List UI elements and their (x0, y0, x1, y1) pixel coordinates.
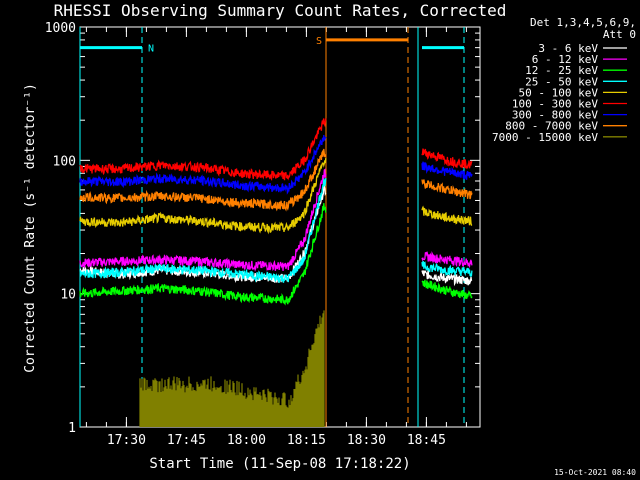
y-tick-label: 1000 (45, 21, 76, 36)
x-tick-label: 17:45 (167, 433, 206, 448)
series-5 (79, 118, 473, 181)
legend-header: Det 1,3,4,5,6,9, (530, 16, 636, 29)
series-line-0 (79, 158, 327, 235)
x-axis-label: Start Time (11-Sep-08 17:18:22) (149, 456, 410, 472)
x-axis: 17:30 17:45 18:00 18:15 18:30 18:45 (85, 27, 467, 448)
footer-timestamp: 15-Oct-2021 08:40 (554, 468, 636, 477)
series-2 (79, 203, 473, 306)
series-line-1 (421, 161, 473, 180)
series-line-0 (79, 178, 327, 284)
series-7 (79, 148, 473, 212)
x-tick-label: 18:45 (407, 433, 446, 448)
flags-layer: NS (79, 27, 465, 427)
series-4 (79, 158, 473, 235)
legend-entry-label: 7000 - 15000 keV (492, 131, 598, 144)
legend-header: Att 0 (603, 28, 636, 41)
legend-entry-label: 100 - 300 keV (512, 98, 598, 111)
legend-entry-label: 3 - 6 keV (538, 42, 598, 55)
legend-entry-label: 25 - 50 keV (525, 75, 598, 88)
series-line-1 (421, 260, 473, 278)
series-6 (79, 134, 473, 195)
x-tick-label: 17:30 (107, 433, 146, 448)
series-line-0 (79, 118, 327, 181)
x-tick-label: 18:30 (347, 433, 386, 448)
series-3 (79, 178, 473, 284)
flag-label-N: N (148, 44, 154, 55)
series-1 (79, 168, 473, 272)
series-line-1 (421, 179, 473, 200)
series-layer (79, 118, 473, 427)
y-axis-label: Corrected Count Rate (s⁻¹ detector⁻¹) (23, 83, 38, 373)
series-line-1 (421, 269, 473, 287)
y-axis: 1 10 100 1000 (45, 21, 480, 436)
legend-entry-label: 50 - 100 keV (519, 86, 599, 99)
y-tick-label: 10 (60, 288, 76, 303)
series-line-0 (79, 203, 327, 306)
x-tick-label: 18:15 (287, 433, 326, 448)
series-line-0 (79, 168, 327, 272)
series-line-1 (421, 148, 473, 170)
y-tick-label: 100 (53, 154, 76, 169)
legend-entry-label: 12 - 25 keV (525, 64, 598, 77)
legend-entry-label: 300 - 800 keV (512, 109, 598, 122)
x-tick-label: 18:00 (227, 433, 266, 448)
y-tick-label: 1 (68, 421, 76, 436)
flag-label-S: S (316, 36, 322, 47)
legend-entry-label: 6 - 12 keV (532, 53, 599, 66)
series-line-0 (79, 134, 327, 195)
chart-title: RHESSI Observing Summary Count Rates, Co… (54, 1, 507, 20)
legend-entry-label: 800 - 7000 keV (505, 120, 598, 133)
series-line-1 (421, 205, 473, 226)
series-line-0 (79, 148, 327, 212)
series-line-1 (421, 279, 473, 300)
series-line-1 (421, 250, 473, 269)
series-8 (139, 310, 325, 427)
